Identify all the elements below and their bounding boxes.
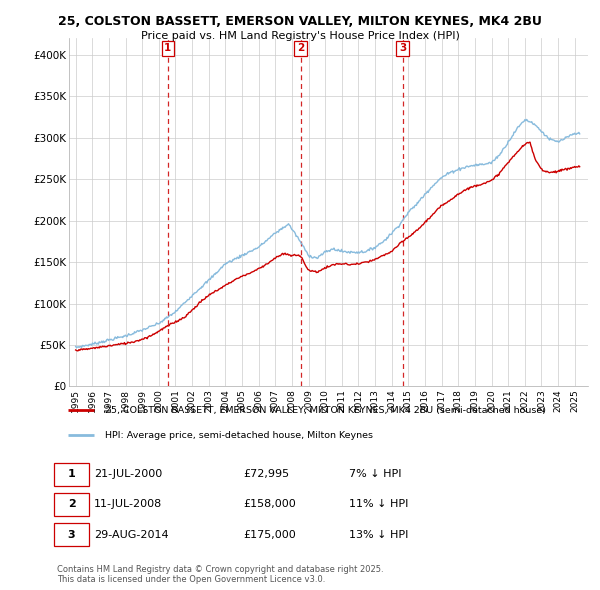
- FancyBboxPatch shape: [55, 463, 89, 486]
- Text: 1: 1: [164, 43, 172, 53]
- Text: £158,000: £158,000: [243, 500, 296, 509]
- Text: Price paid vs. HM Land Registry's House Price Index (HPI): Price paid vs. HM Land Registry's House …: [140, 31, 460, 41]
- Text: 3: 3: [399, 43, 406, 53]
- Text: 13% ↓ HPI: 13% ↓ HPI: [349, 530, 409, 540]
- Text: Contains HM Land Registry data © Crown copyright and database right 2025.
This d: Contains HM Land Registry data © Crown c…: [57, 565, 383, 584]
- Text: 7% ↓ HPI: 7% ↓ HPI: [349, 469, 401, 479]
- Text: 29-AUG-2014: 29-AUG-2014: [94, 530, 169, 540]
- Text: 11-JUL-2008: 11-JUL-2008: [94, 500, 163, 509]
- Text: 3: 3: [68, 530, 76, 540]
- Text: 2: 2: [68, 500, 76, 509]
- FancyBboxPatch shape: [55, 523, 89, 546]
- Text: 25, COLSTON BASSETT, EMERSON VALLEY, MILTON KEYNES, MK4 2BU: 25, COLSTON BASSETT, EMERSON VALLEY, MIL…: [58, 15, 542, 28]
- Text: 11% ↓ HPI: 11% ↓ HPI: [349, 500, 409, 509]
- Text: HPI: Average price, semi-detached house, Milton Keynes: HPI: Average price, semi-detached house,…: [105, 431, 373, 440]
- Text: 21-JUL-2000: 21-JUL-2000: [94, 469, 163, 479]
- Text: £72,995: £72,995: [243, 469, 289, 479]
- FancyBboxPatch shape: [55, 493, 89, 516]
- Text: 25, COLSTON BASSETT, EMERSON VALLEY, MILTON KEYNES, MK4 2BU (semi-detached house: 25, COLSTON BASSETT, EMERSON VALLEY, MIL…: [105, 406, 546, 415]
- Text: 2: 2: [297, 43, 304, 53]
- Text: 1: 1: [68, 469, 76, 479]
- Text: £175,000: £175,000: [243, 530, 296, 540]
